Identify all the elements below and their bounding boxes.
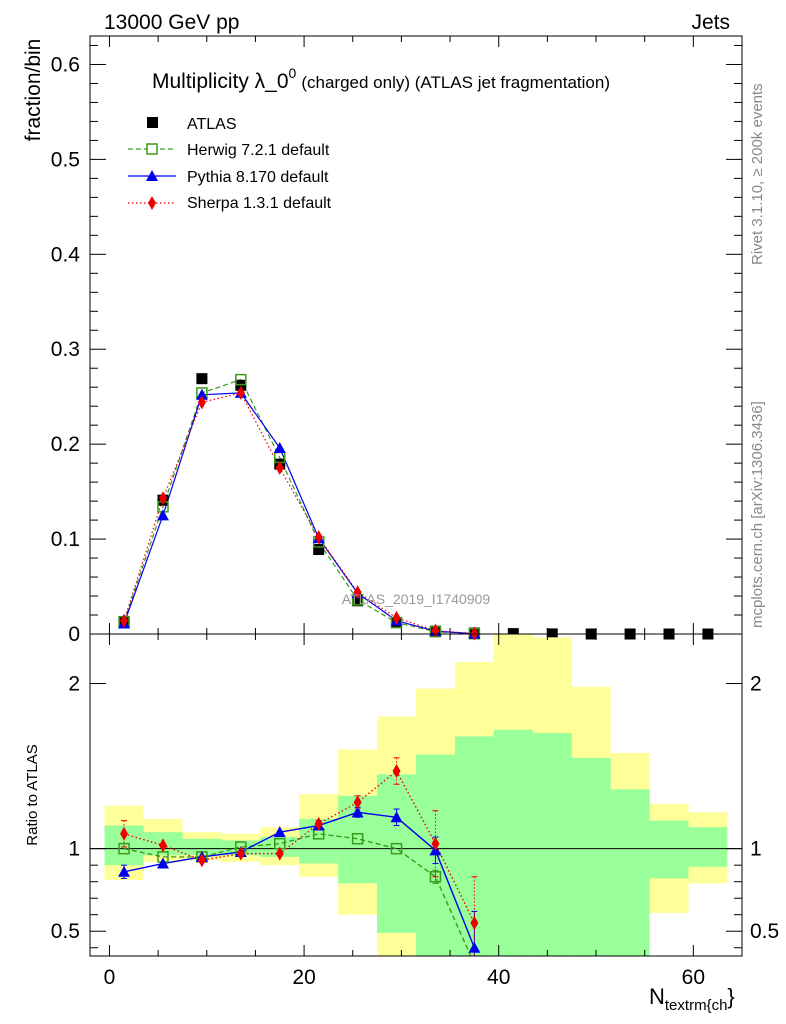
y-tick-label: 0.3 <box>51 338 80 361</box>
ratio-point-herwig <box>390 842 403 855</box>
legend-pythia-marker <box>146 170 158 181</box>
ratio-panel-frame <box>89 633 743 957</box>
title-rest: (charged only) (ATLAS jet fragmentation) <box>301 73 610 92</box>
x-axis-title-main: N <box>649 984 665 1009</box>
ratio-point-pythia <box>118 865 131 877</box>
main-point-atlas <box>352 595 364 607</box>
x-axis-title-subscript: textrm{ch <box>665 997 728 1014</box>
y-tick-label: 0.2 <box>51 433 80 456</box>
title-main: Multiplicity λ_0 <box>152 70 289 93</box>
ratio-band-inner <box>493 729 533 956</box>
main-line-pythia <box>123 392 475 635</box>
y-tick-label: 0.1 <box>51 528 80 551</box>
ratio-y-tick-label-right: 2 <box>750 673 762 696</box>
main-point-sherpa <box>392 610 401 625</box>
y-tick-label: 0.5 <box>51 148 80 171</box>
ratio-y-tick-label: 0.5 <box>51 920 80 943</box>
y-tick-label: 0.4 <box>51 243 81 266</box>
y-tick-label: 0.6 <box>51 53 80 76</box>
legend-atlas-marker <box>147 117 158 128</box>
x-axis-title-close: } <box>727 984 734 1009</box>
rivet-label: Rivet 3.1.10, ≥ 200k events <box>749 83 766 265</box>
ratio-panel-ticks <box>90 634 742 956</box>
ratio-point-herwig <box>351 833 364 845</box>
mcplots-label: mcplots.cern.ch [arXiv:1306.3436] <box>749 401 766 628</box>
legend-herwig-marker <box>146 143 158 155</box>
ratio-point-sherpa <box>120 826 129 841</box>
ratio-point-sherpa <box>275 846 284 861</box>
ratio-point-herwig <box>118 842 130 855</box>
x-tick-label: 0 <box>104 966 116 989</box>
ratio-point-pythia <box>156 857 169 869</box>
legend-sherpa-label: Sherpa 1.3.1 default <box>187 195 332 212</box>
ratio-point-sherpa <box>236 846 245 861</box>
main-point-pythia <box>195 388 208 400</box>
analysis-watermark: ATLAS_2019_I1740909 <box>342 591 491 607</box>
ratio-band-inner <box>182 838 222 856</box>
main-point-sherpa <box>236 385 245 400</box>
ratio-point-sherpa <box>470 915 479 930</box>
main-point-sherpa <box>353 585 362 600</box>
ratio-band-inner <box>688 827 728 867</box>
ratio-y-tick-label: 1 <box>68 838 80 861</box>
ratio-line-sherpa <box>123 769 476 924</box>
ratio-series-markers <box>118 764 481 953</box>
main-point-pythia <box>273 441 286 453</box>
ratio-point-sherpa <box>197 853 206 868</box>
legend-atlas-label: ATLAS <box>187 116 237 133</box>
legend-pythia-label: Pythia 8.170 default <box>187 169 329 186</box>
ratio-point-sherpa <box>353 795 362 810</box>
ratio-point-sherpa <box>158 838 167 853</box>
main-series-lines <box>123 378 475 635</box>
y-tick-label: 0 <box>68 623 80 646</box>
ratio-y-tick-label-right: 0.5 <box>750 920 779 943</box>
ratio-point-pythia <box>273 826 286 838</box>
ratio-point-pythia <box>468 941 481 953</box>
ratio-point-herwig <box>429 870 442 883</box>
legend-herwig-label: Herwig 7.2.1 default <box>187 142 330 159</box>
x-tick-labels: 0 20 40 60 <box>104 966 705 989</box>
legend: ATLAS Herwig 7.2.1 default Pythia 8.170 … <box>128 116 332 212</box>
ratio-y-tick-label-right: 1 <box>750 838 762 861</box>
y-axis-title: fraction/bin <box>22 39 45 142</box>
main-point-sherpa <box>197 395 206 410</box>
ratio-point-pythia <box>351 806 364 818</box>
ratio-point-pythia <box>390 811 403 823</box>
main-point-atlas <box>196 373 208 385</box>
legend-sherpa-marker <box>148 196 156 210</box>
main-point-sherpa <box>120 613 129 628</box>
ratio-y-tick-labels: 0.5 0.5 1 1 2 2 <box>51 673 779 944</box>
ratio-y-tick-label: 2 <box>68 673 80 696</box>
title-superscript: 0 <box>289 65 297 81</box>
ratio-band-inner <box>610 789 650 956</box>
ratio-point-sherpa <box>392 764 401 779</box>
ratio-band-inner <box>571 757 611 956</box>
ratio-line-pythia <box>123 811 476 949</box>
ratio-point-sherpa <box>431 836 440 851</box>
ratio-y-axis-title: Ratio to ATLAS <box>24 744 41 845</box>
main-line-herwig <box>123 378 475 635</box>
main-point-atlas <box>313 544 325 556</box>
main-point-sherpa <box>158 491 167 506</box>
header-right: Jets <box>691 11 730 34</box>
main-y-tick-labels: 0 0.1 0.2 0.3 0.4 0.5 0.6 <box>51 53 81 646</box>
x-tick-label: 20 <box>292 966 315 989</box>
plot-title: Multiplicity λ_00 (charged only) (ATLAS j… <box>152 65 610 93</box>
main-line-sherpa <box>123 392 475 635</box>
ratio-band-inner <box>532 733 572 956</box>
x-tick-label: 40 <box>487 966 510 989</box>
ratio-uncertainty-bands <box>104 634 728 956</box>
main-point-herwig <box>235 373 247 386</box>
header-left: 13000 GeV pp <box>104 11 239 34</box>
ratio-point-sherpa <box>314 816 323 831</box>
x-axis-title: Ntextrm{ch} <box>649 984 735 1014</box>
x-tick-label: 60 <box>682 966 705 989</box>
ratio-band-inner <box>649 820 689 879</box>
main-point-sherpa <box>275 460 284 475</box>
main-point-pythia <box>156 509 169 521</box>
main-panel-ticks <box>90 36 742 635</box>
main-point-sherpa <box>314 530 323 545</box>
